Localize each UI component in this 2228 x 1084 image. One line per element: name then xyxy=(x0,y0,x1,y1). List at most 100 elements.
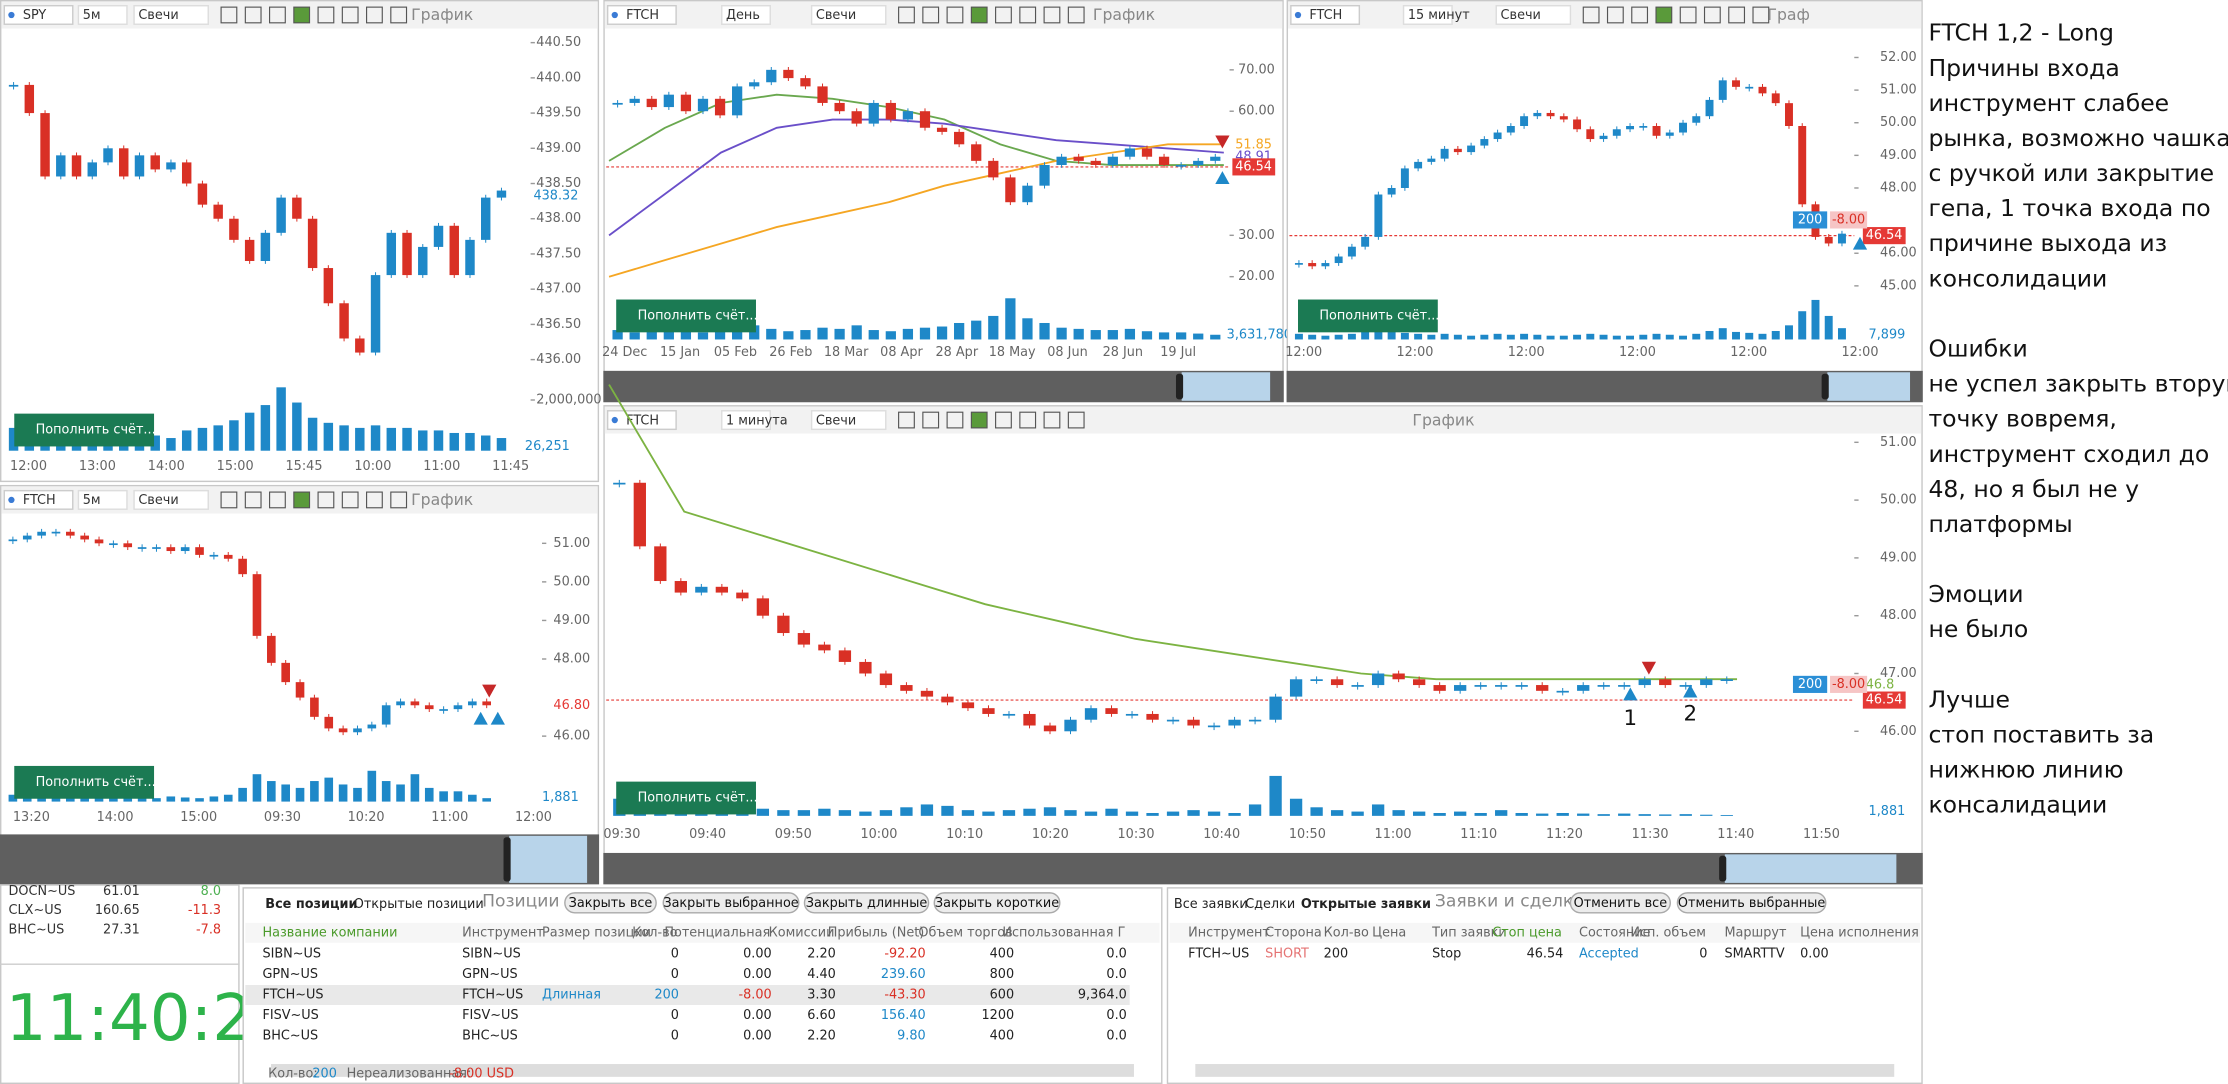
scrollbar[interactable] xyxy=(0,834,600,885)
volume-bar xyxy=(1005,298,1016,340)
type-box[interactable] xyxy=(133,489,209,510)
tool-icon[interactable] xyxy=(1067,411,1085,429)
scrollbar[interactable] xyxy=(603,370,1284,403)
tool-icon[interactable] xyxy=(269,6,286,24)
scroll-handle[interactable] xyxy=(1175,373,1184,400)
scroll-window[interactable] xyxy=(509,835,588,883)
tool-icon[interactable] xyxy=(898,411,915,429)
scroll-window[interactable] xyxy=(1181,372,1271,401)
y-tick-label: 47.00 xyxy=(1880,666,1917,681)
interval-box[interactable] xyxy=(77,4,128,25)
y-tick-label: 50.00 xyxy=(1880,493,1917,508)
tool-icon[interactable] xyxy=(269,491,286,509)
deposit-button[interactable] xyxy=(616,781,756,815)
tool-icon[interactable] xyxy=(995,411,1012,429)
deposit-button[interactable] xyxy=(14,413,155,447)
tool-icon[interactable] xyxy=(317,6,335,24)
tool-icon[interactable] xyxy=(1631,6,1649,24)
scrollbar[interactable] xyxy=(603,852,1923,885)
tool-icon[interactable] xyxy=(366,491,383,509)
action-button[interactable] xyxy=(662,892,800,914)
interval-box[interactable] xyxy=(77,489,128,510)
tool-icon[interactable] xyxy=(1679,6,1697,24)
tool-icon[interactable] xyxy=(1019,6,1037,24)
h-scrollbar[interactable] xyxy=(1195,1064,1895,1077)
tool-icon[interactable] xyxy=(366,6,383,24)
tool-icon[interactable] xyxy=(1655,6,1673,24)
symbol-box[interactable] xyxy=(3,489,74,510)
volume-bar xyxy=(1454,811,1467,816)
x-tick-label: 19 Jul xyxy=(1160,345,1196,360)
symbol-box[interactable] xyxy=(3,4,74,25)
tool-icon[interactable] xyxy=(1728,6,1746,24)
action-button[interactable] xyxy=(803,892,930,914)
price-tag: 46.8 xyxy=(1866,678,1895,693)
volume-bar xyxy=(1692,333,1701,340)
type-box[interactable] xyxy=(133,4,209,25)
tool-icon[interactable] xyxy=(317,491,335,509)
column-header: Инструмент xyxy=(1188,925,1270,940)
tool-icon[interactable] xyxy=(341,491,359,509)
tool-icon[interactable] xyxy=(390,6,408,24)
action-button[interactable] xyxy=(1569,892,1672,914)
action-button[interactable] xyxy=(564,892,657,914)
volume-bar xyxy=(123,797,133,802)
type-box[interactable] xyxy=(810,4,887,25)
scroll-window[interactable] xyxy=(1827,372,1911,401)
tool-icon[interactable] xyxy=(922,411,940,429)
tool-icon[interactable] xyxy=(244,491,262,509)
tool-icon[interactable] xyxy=(1043,6,1061,24)
candle xyxy=(1758,86,1767,94)
scroll-handle[interactable] xyxy=(1821,373,1829,400)
tool-icon[interactable] xyxy=(922,6,940,24)
volume-bar xyxy=(355,427,365,451)
volume-bar xyxy=(1520,333,1529,340)
interval-box[interactable] xyxy=(721,410,771,431)
candle xyxy=(756,598,770,616)
scroll-handle[interactable] xyxy=(503,837,511,882)
tool-icon[interactable] xyxy=(1752,6,1770,24)
deposit-button[interactable] xyxy=(616,299,756,333)
tool-icon[interactable] xyxy=(1019,411,1037,429)
deposit-button[interactable] xyxy=(1298,299,1438,333)
tool-icon[interactable] xyxy=(1606,6,1624,24)
volume-bar xyxy=(1176,332,1187,340)
tool-icon[interactable] xyxy=(220,6,238,24)
symbol-box[interactable] xyxy=(606,410,677,431)
tool-icon[interactable] xyxy=(1067,6,1085,24)
tool-icon[interactable] xyxy=(390,491,408,509)
volume-bar xyxy=(260,405,271,451)
tool-icon[interactable] xyxy=(341,6,359,24)
symbol-box[interactable] xyxy=(1290,4,1361,25)
tool-icon[interactable] xyxy=(1703,6,1721,24)
action-button[interactable] xyxy=(933,892,1061,914)
interval-box[interactable] xyxy=(721,4,771,25)
tool-icon[interactable] xyxy=(1043,411,1061,429)
y-tick-label: 50.00 xyxy=(553,574,590,589)
interval-box[interactable] xyxy=(1402,4,1453,25)
tool-icon[interactable] xyxy=(946,411,964,429)
deposit-button[interactable] xyxy=(14,765,155,799)
tool-icon[interactable] xyxy=(293,491,311,509)
scroll-handle[interactable] xyxy=(1719,855,1727,882)
tool-icon[interactable] xyxy=(946,6,964,24)
tool-icon[interactable] xyxy=(244,6,262,24)
candle xyxy=(1556,690,1569,693)
tool-icon[interactable] xyxy=(898,6,915,24)
action-button-label: Отменить выбранные xyxy=(1678,896,1825,911)
action-button[interactable] xyxy=(1676,892,1827,914)
type-box[interactable] xyxy=(1495,4,1572,25)
tool-icon[interactable] xyxy=(970,411,988,429)
tool-icon[interactable] xyxy=(293,6,311,24)
type-box[interactable] xyxy=(810,410,887,431)
symbol-box[interactable] xyxy=(606,4,677,25)
h-scrollbar[interactable] xyxy=(271,1064,1134,1077)
tool-icon[interactable] xyxy=(970,6,988,24)
tool-icon[interactable] xyxy=(995,6,1012,24)
cell: 0 xyxy=(1699,947,1707,962)
note-line: нижнюю линию xyxy=(1928,756,2123,784)
scroll-window[interactable] xyxy=(1724,854,1897,883)
scrollbar[interactable] xyxy=(1286,370,1923,403)
tool-icon[interactable] xyxy=(1582,6,1600,24)
tool-icon[interactable] xyxy=(220,491,238,509)
